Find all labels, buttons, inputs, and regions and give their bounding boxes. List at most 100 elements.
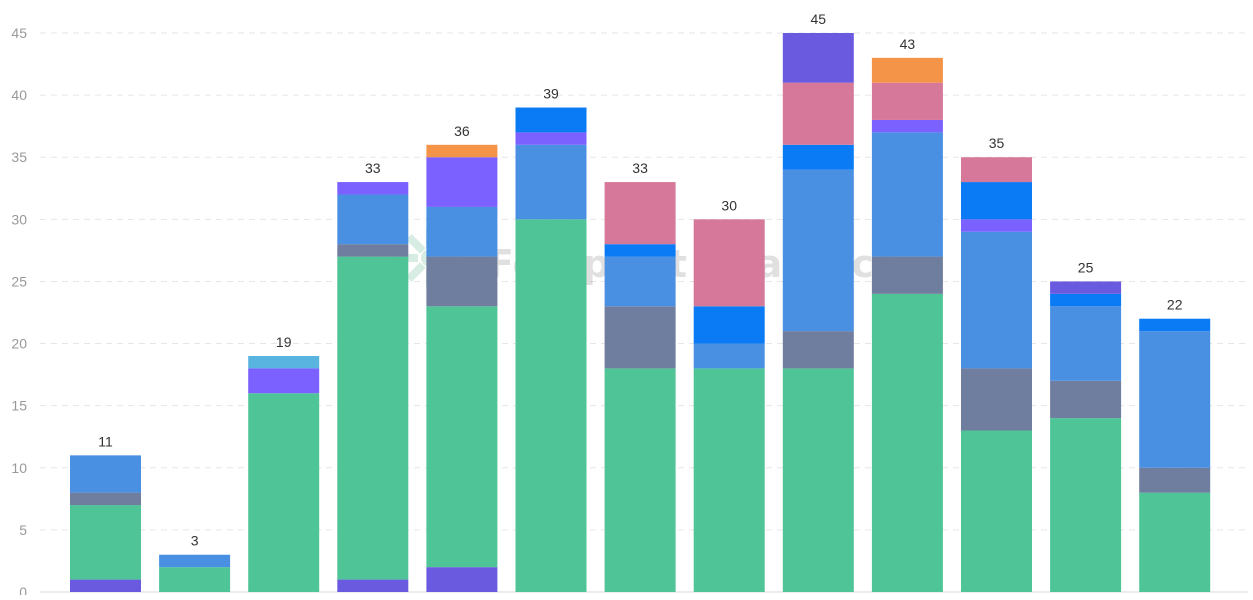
bar-stack bbox=[426, 144, 498, 592]
bar-segment[interactable] bbox=[1139, 467, 1211, 493]
bar-segment[interactable] bbox=[782, 33, 854, 83]
bar-stack bbox=[604, 182, 676, 592]
bar-stack bbox=[515, 107, 587, 593]
bar-total-label: 33 bbox=[632, 160, 648, 176]
y-tick-label: 25 bbox=[11, 273, 27, 289]
bar-total-label: 25 bbox=[1078, 259, 1094, 275]
bar-segment[interactable] bbox=[604, 182, 676, 245]
bar-total-label: 30 bbox=[721, 197, 737, 213]
bar-segment[interactable] bbox=[871, 256, 943, 294]
bar-segment[interactable] bbox=[515, 144, 587, 220]
bar-segment[interactable] bbox=[871, 119, 943, 133]
y-axis: 0 5 10 15 20 25 30 35 40 45 bbox=[11, 25, 27, 600]
bar-total-label: 45 bbox=[811, 11, 827, 27]
y-tick-label: 5 bbox=[19, 522, 27, 538]
bar-segment[interactable] bbox=[961, 430, 1032, 592]
bar-total-label: 11 bbox=[98, 433, 113, 449]
bar-segment[interactable] bbox=[159, 554, 231, 568]
bar-total-label: 19 bbox=[276, 334, 292, 350]
y-tick-label: 45 bbox=[11, 25, 27, 41]
bar-segment[interactable] bbox=[515, 132, 587, 145]
y-tick-label: 15 bbox=[11, 398, 27, 414]
bar-segment[interactable] bbox=[70, 579, 141, 592]
bar-segment[interactable] bbox=[426, 256, 498, 307]
bar-stack bbox=[1050, 281, 1122, 592]
y-tick-label: 20 bbox=[11, 336, 27, 352]
bar-segment[interactable] bbox=[871, 82, 943, 120]
bar-segment[interactable] bbox=[70, 505, 141, 580]
bar-segment[interactable] bbox=[70, 492, 141, 506]
bar-segment[interactable] bbox=[961, 368, 1032, 431]
bar-segment[interactable] bbox=[871, 57, 943, 83]
bar-segment[interactable] bbox=[515, 107, 587, 133]
bar-segment[interactable] bbox=[70, 455, 141, 493]
bar-segment[interactable] bbox=[337, 244, 409, 257]
bar-segment[interactable] bbox=[248, 355, 320, 369]
bar-stack bbox=[1139, 318, 1211, 592]
bar-segment[interactable] bbox=[693, 343, 765, 369]
bar-segment[interactable] bbox=[159, 567, 231, 592]
bar-segment[interactable] bbox=[1050, 281, 1122, 294]
bar-segment[interactable] bbox=[426, 567, 498, 592]
bar-segment[interactable] bbox=[693, 368, 765, 592]
bar-segment[interactable] bbox=[1050, 293, 1122, 307]
bar-segment[interactable] bbox=[515, 219, 587, 593]
bar-segment[interactable] bbox=[782, 368, 854, 592]
bar-stack bbox=[782, 33, 854, 592]
bar-segment[interactable] bbox=[782, 169, 854, 332]
bar-segment[interactable] bbox=[604, 244, 676, 257]
y-tick-label: 40 bbox=[11, 87, 27, 103]
bar-segment[interactable] bbox=[1050, 380, 1122, 419]
bar-segment[interactable] bbox=[782, 144, 854, 170]
bar-total-label: 39 bbox=[543, 86, 559, 102]
bar-stack bbox=[337, 182, 409, 592]
bar-segment[interactable] bbox=[1050, 306, 1122, 381]
bar-segment[interactable] bbox=[693, 219, 765, 307]
bar-segment[interactable] bbox=[604, 306, 676, 369]
bar-segment[interactable] bbox=[961, 219, 1032, 232]
bar-total-label: 33 bbox=[365, 160, 381, 176]
bar-segment[interactable] bbox=[337, 256, 409, 580]
bar-segment[interactable] bbox=[1139, 331, 1211, 468]
y-tick-label: 30 bbox=[11, 211, 27, 227]
bar-segment[interactable] bbox=[1050, 418, 1122, 592]
bar-segment[interactable] bbox=[871, 293, 943, 592]
bar-total-label: 3 bbox=[191, 533, 199, 549]
y-tick-label: 10 bbox=[11, 460, 27, 476]
bar-segment[interactable] bbox=[248, 368, 320, 394]
bar-stack bbox=[248, 355, 320, 592]
bar-stack bbox=[961, 157, 1032, 592]
y-tick-label: 35 bbox=[11, 149, 27, 165]
bar-segment[interactable] bbox=[961, 182, 1032, 220]
bar-segment[interactable] bbox=[782, 82, 854, 145]
bar-segment[interactable] bbox=[426, 206, 498, 257]
bar-segment[interactable] bbox=[604, 368, 676, 592]
bar-segment[interactable] bbox=[693, 306, 765, 344]
bar-segment[interactable] bbox=[426, 144, 498, 158]
bar-segment[interactable] bbox=[871, 132, 943, 257]
total-labels: 11 3 19 33 36 39 33 30 45 43 35 25 22 bbox=[98, 11, 1182, 549]
bar-total-label: 36 bbox=[454, 123, 470, 139]
bar-stack bbox=[159, 554, 231, 592]
bar-segment[interactable] bbox=[604, 256, 676, 307]
bar-segment[interactable] bbox=[1139, 492, 1211, 592]
bar-stack bbox=[70, 455, 141, 592]
bar-total-label: 35 bbox=[989, 135, 1005, 151]
bar-segment[interactable] bbox=[426, 157, 498, 207]
bar-total-label: 43 bbox=[900, 36, 916, 52]
bar-total-label: 22 bbox=[1167, 297, 1183, 313]
bar-segment[interactable] bbox=[248, 393, 320, 592]
bar-segment[interactable] bbox=[337, 579, 409, 592]
bar-segment[interactable] bbox=[426, 306, 498, 568]
bar-segment[interactable] bbox=[961, 231, 1032, 369]
bar-segment[interactable] bbox=[961, 157, 1032, 183]
bar-segment[interactable] bbox=[1139, 318, 1211, 332]
bar-segment[interactable] bbox=[782, 331, 854, 369]
bar-segment[interactable] bbox=[337, 194, 409, 245]
bar-stack bbox=[871, 57, 943, 592]
y-tick-label: 0 bbox=[19, 584, 27, 595]
bars-layer bbox=[70, 33, 1211, 593]
grid-layer bbox=[40, 32, 1248, 593]
bar-segment[interactable] bbox=[337, 182, 409, 195]
